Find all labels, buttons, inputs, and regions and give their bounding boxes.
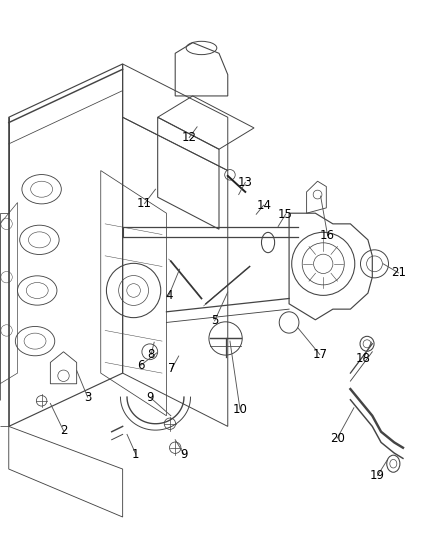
Text: 15: 15 (278, 208, 293, 221)
Text: 14: 14 (256, 199, 271, 212)
Text: 16: 16 (320, 229, 335, 242)
Text: 20: 20 (330, 432, 345, 445)
Text: 3: 3 (84, 391, 91, 403)
Text: 5: 5 (211, 314, 218, 327)
Text: 18: 18 (356, 352, 371, 365)
Text: 1: 1 (132, 448, 140, 461)
Text: 2: 2 (60, 424, 67, 437)
Text: 17: 17 (312, 348, 327, 361)
Text: 10: 10 (233, 403, 247, 416)
Text: 6: 6 (137, 359, 145, 372)
Text: 21: 21 (391, 266, 406, 279)
Text: 19: 19 (370, 469, 385, 482)
Text: 13: 13 (238, 176, 253, 189)
Text: 9: 9 (146, 391, 154, 403)
Text: 4: 4 (165, 289, 173, 302)
Text: 12: 12 (182, 131, 197, 144)
Text: 9: 9 (180, 448, 188, 461)
Text: 8: 8 (148, 348, 155, 361)
Text: 11: 11 (137, 197, 152, 210)
Text: 7: 7 (168, 362, 176, 375)
